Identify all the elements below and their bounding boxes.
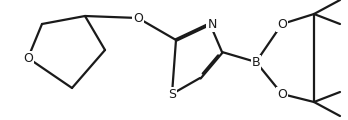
Text: S: S: [168, 87, 176, 101]
Text: O: O: [23, 51, 33, 65]
Text: N: N: [207, 18, 217, 30]
Text: O: O: [277, 87, 287, 101]
Text: O: O: [133, 12, 143, 24]
Text: O: O: [277, 18, 287, 30]
Text: B: B: [252, 55, 260, 69]
